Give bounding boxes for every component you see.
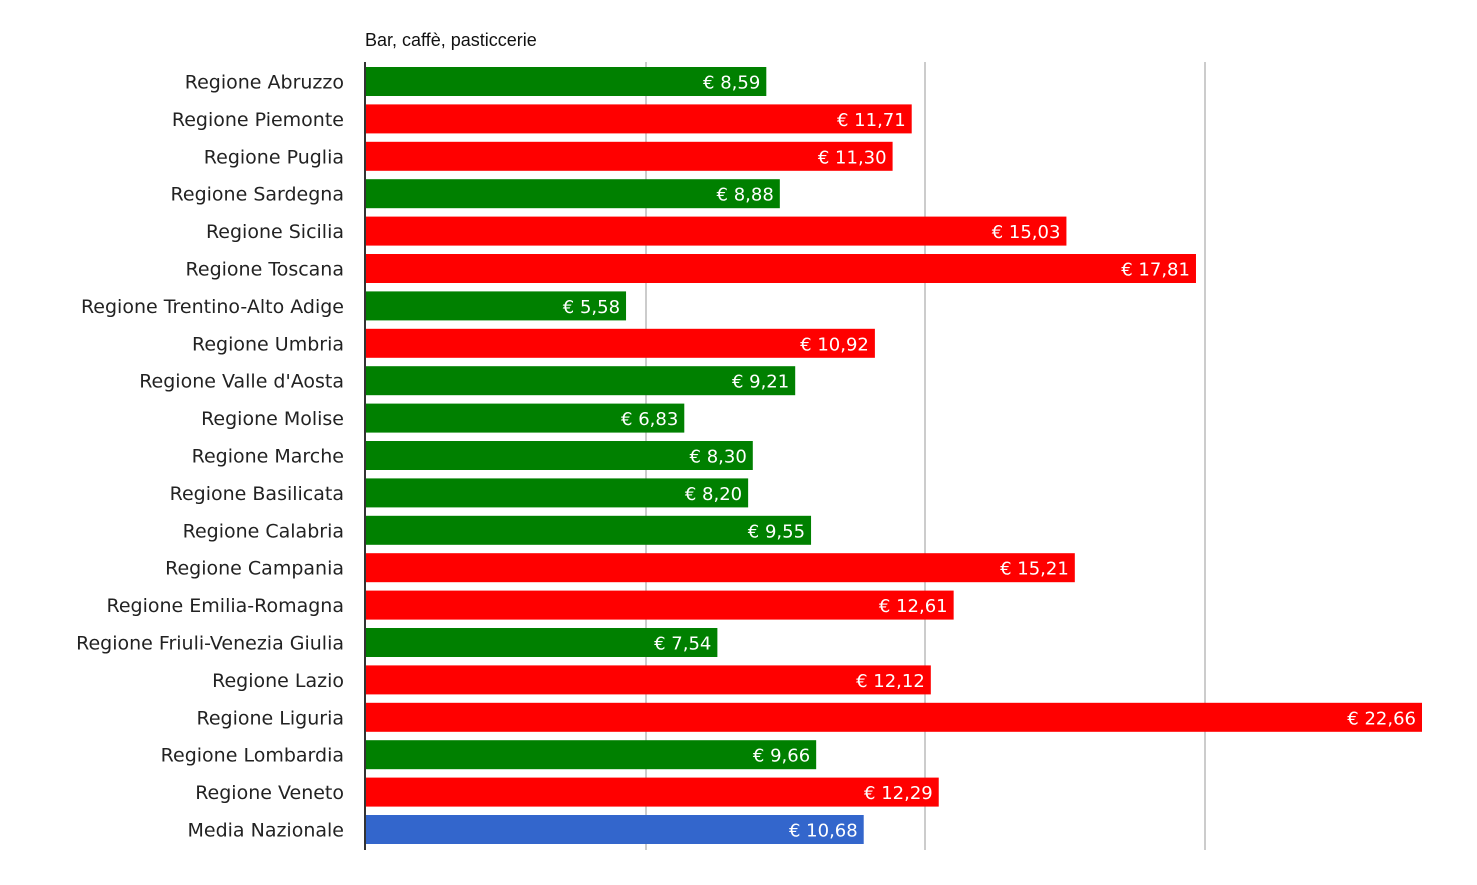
bar <box>366 403 685 433</box>
bar <box>366 291 627 321</box>
bar <box>366 141 893 171</box>
value-label: € 7,54 <box>654 634 711 655</box>
bar <box>366 777 939 807</box>
category-label: Regione Marche <box>192 446 344 468</box>
value-label: € 11,71 <box>837 110 906 131</box>
bar <box>366 67 767 96</box>
value-label: € 22,66 <box>1347 708 1416 729</box>
bar <box>366 515 812 545</box>
bar <box>366 553 1075 583</box>
bar <box>366 216 1067 246</box>
value-label: € 12,61 <box>879 596 948 617</box>
bar <box>366 478 749 508</box>
bar <box>366 665 931 695</box>
value-label: € 9,66 <box>753 746 810 767</box>
bar <box>366 740 817 770</box>
category-label: Regione Campania <box>165 558 344 580</box>
category-label: Regione Valle d'Aosta <box>139 371 344 393</box>
chart-title: Bar, caffè, pasticcerie <box>365 30 537 50</box>
value-label: € 15,21 <box>1000 559 1069 580</box>
value-label: € 10,68 <box>789 821 858 842</box>
category-label: Regione Friuli-Venezia Giulia <box>76 633 344 655</box>
value-label: € 9,55 <box>748 521 805 542</box>
value-label: € 10,92 <box>800 334 869 355</box>
value-label: € 8,20 <box>685 484 742 505</box>
category-label: Regione Liguria <box>197 707 344 729</box>
value-label: € 9,21 <box>732 372 789 393</box>
category-label: Regione Umbria <box>192 333 344 355</box>
value-label: € 8,59 <box>703 73 760 94</box>
value-label: € 12,12 <box>856 671 925 692</box>
bar <box>366 179 780 209</box>
bar <box>366 104 912 134</box>
bar <box>366 815 864 844</box>
category-label: Regione Trentino-Alto Adige <box>81 296 344 318</box>
category-label: Regione Piemonte <box>172 109 344 131</box>
category-label: Regione Emilia-Romagna <box>107 595 345 617</box>
category-label: Regione Molise <box>201 408 344 430</box>
bar <box>366 254 1196 283</box>
bar <box>366 328 875 358</box>
category-label: Media Nazionale <box>188 820 345 842</box>
value-label: € 12,29 <box>864 783 933 804</box>
value-label: € 15,03 <box>992 222 1061 243</box>
bar <box>366 628 718 657</box>
bar <box>366 441 753 470</box>
category-label: Regione Basilicata <box>170 483 344 505</box>
category-label: Regione Veneto <box>195 782 344 804</box>
category-label: Regione Toscana <box>186 259 344 281</box>
category-label: Regione Lazio <box>212 670 344 692</box>
value-label: € 6,83 <box>621 409 678 430</box>
value-label: € 8,30 <box>690 447 747 468</box>
category-label: Regione Puglia <box>204 146 344 168</box>
category-label: Regione Sardegna <box>171 184 344 206</box>
category-label: Regione Abruzzo <box>185 72 344 94</box>
bar <box>366 702 1422 732</box>
value-label: € 5,58 <box>563 297 620 318</box>
value-label: € 11,30 <box>818 147 887 168</box>
value-label: € 8,88 <box>717 185 774 206</box>
category-label: Regione Lombardia <box>161 745 344 767</box>
category-label: Regione Sicilia <box>206 221 344 243</box>
bar <box>366 590 954 620</box>
bar <box>366 366 796 396</box>
value-label: € 17,81 <box>1121 260 1190 281</box>
category-label: Regione Calabria <box>183 520 344 542</box>
